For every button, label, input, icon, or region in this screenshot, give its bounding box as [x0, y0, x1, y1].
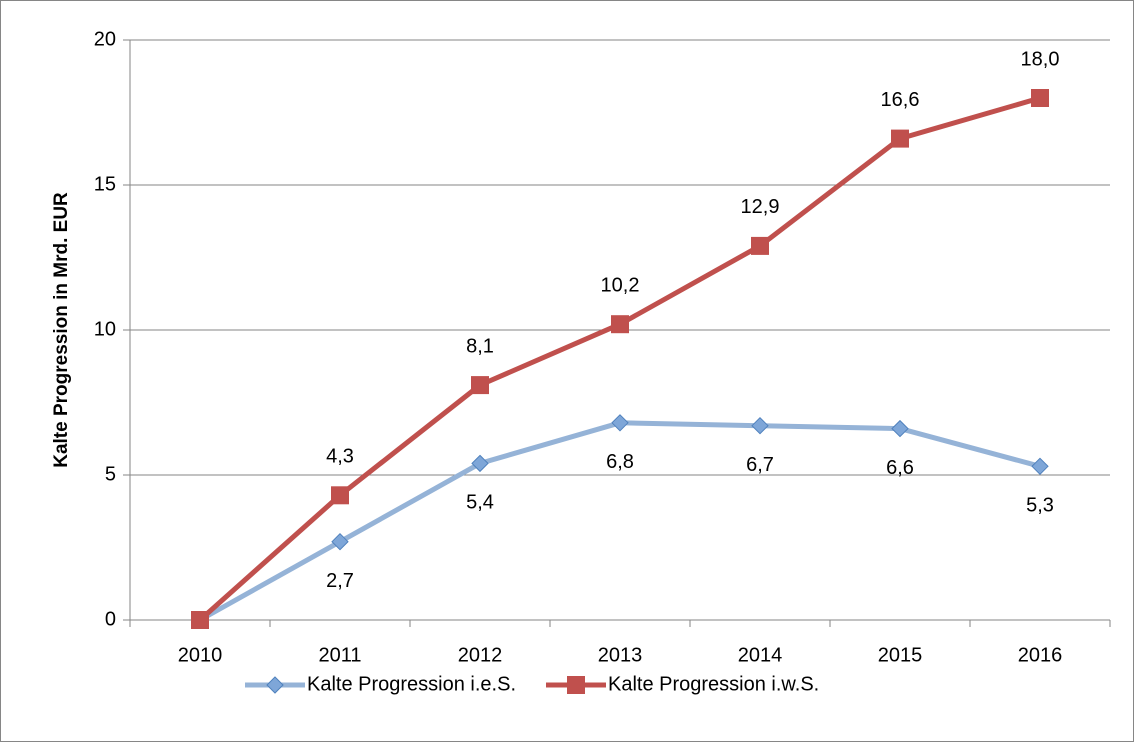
x-tick-label: 2015 [878, 644, 923, 666]
x-tick-label: 2014 [738, 644, 783, 666]
legend-label: Kalte Progression i.e.S. [307, 673, 516, 695]
y-tick-label: 15 [94, 173, 116, 195]
y-axis-label: Kalte Progression in Mrd. EUR [51, 192, 72, 468]
marker [891, 419, 909, 438]
legend-marker [266, 676, 284, 694]
legend-label: Kalte Progression i.w.S. [608, 673, 819, 695]
y-tick-label: 0 [105, 608, 116, 630]
x-tick-label: 2013 [598, 644, 643, 666]
marker [471, 454, 489, 473]
y-tick-label: 20 [94, 28, 116, 50]
marker [191, 611, 209, 629]
marker [1031, 89, 1049, 107]
data-label: 5,4 [466, 492, 494, 514]
y-tick-label: 5 [105, 463, 116, 485]
data-label: 6,6 [886, 457, 914, 479]
legend-marker [567, 676, 585, 694]
data-label: 16,6 [881, 89, 920, 111]
data-label: 12,9 [741, 196, 780, 218]
x-tick-label: 2010 [178, 644, 223, 666]
data-label: 6,8 [606, 451, 634, 473]
x-tick-label: 2012 [458, 644, 503, 666]
data-label: 8,1 [466, 335, 494, 357]
marker [331, 486, 349, 505]
data-label: 6,7 [746, 454, 774, 476]
y-tick-label: 10 [94, 318, 116, 340]
x-tick-label: 2011 [318, 644, 361, 666]
data-label: 18,0 [1021, 48, 1060, 70]
marker [611, 414, 629, 432]
marker [891, 129, 909, 148]
marker [751, 236, 769, 255]
marker [471, 376, 489, 395]
marker [611, 315, 629, 334]
data-label: 10,2 [601, 274, 640, 296]
marker [751, 416, 769, 435]
data-label: 5,3 [1026, 495, 1054, 517]
data-label: 2,7 [326, 570, 354, 592]
x-tick-label: 2016 [1018, 644, 1063, 666]
marker [331, 532, 349, 551]
marker [1031, 457, 1049, 476]
data-label: 4,3 [326, 446, 354, 468]
